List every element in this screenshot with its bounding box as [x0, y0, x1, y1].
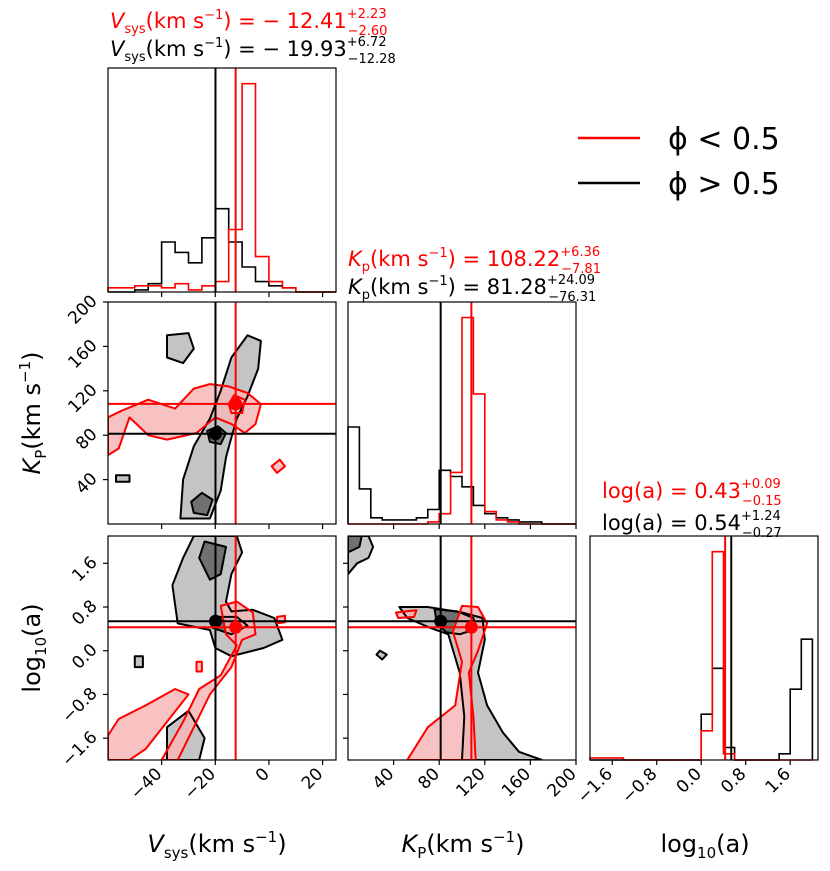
contour-line-23: [195, 660, 203, 673]
contour-line-6: [227, 394, 246, 414]
contour-line-10: [398, 606, 543, 760]
xtick-label-vsys: 0: [252, 764, 274, 786]
contour-fill-23: [196, 661, 202, 672]
contour-fill-20: [108, 689, 189, 760]
contour-fill-1: [167, 333, 194, 364]
ylabel-loga: log10(a): [18, 603, 50, 692]
xtick-label-loga: 1.6: [762, 764, 795, 797]
contour-fill-9: [348, 536, 362, 553]
xtick-label-kp: 80: [414, 764, 443, 793]
title-vsys-black: Vsys(km s−1) = − 19.93+6.72 −12.28: [110, 35, 396, 67]
contour-line-1: [166, 332, 195, 365]
contour-fill-0: [180, 335, 261, 519]
contour-line-4: [115, 474, 131, 483]
xtick-label-loga: −1.6: [574, 764, 617, 807]
contour-line-0: [179, 334, 262, 520]
panel-frames: [107, 67, 819, 761]
xtick-label-vsys: −40: [127, 764, 167, 804]
truth-point-c21-red: [464, 620, 478, 634]
truth-point-c21-black: [434, 614, 448, 628]
xlabel-kp: KP(km s−1): [401, 828, 524, 862]
histogram-kp-black: [347, 426, 576, 525]
panel-frame-c20: [107, 535, 337, 761]
contour-line-21: [160, 600, 257, 760]
contour-fill-19: [134, 656, 143, 668]
legend: ϕ < 0.5 ϕ > 0.5: [578, 122, 780, 202]
panel-frame-h0: [107, 67, 337, 293]
contour-fills: [108, 333, 542, 760]
ytick-label-kp: 80: [72, 425, 101, 454]
contour-fill-13: [407, 605, 488, 760]
truth-point-c20-red: [229, 620, 243, 634]
panel-frame-h2: [589, 535, 819, 761]
contour-line-9: [348, 536, 363, 554]
panel-frame-c10: [107, 301, 337, 525]
xlabel-loga: log10(a): [660, 830, 749, 862]
contour-line-14: [394, 609, 418, 619]
ytick-label-loga: 0.0: [68, 640, 101, 673]
legend-red-label: ϕ < 0.5: [668, 122, 780, 157]
panel-frame-h1: [347, 301, 577, 525]
ytick-label-loga: 1.6: [68, 553, 101, 586]
ytick-label-kp: 120: [64, 380, 101, 417]
xtick-label-loga: −0.8: [618, 764, 661, 807]
ytick-label-loga: 0.8: [68, 596, 101, 629]
ytick-label-kp: 200: [64, 291, 101, 328]
contour-line-3: [206, 425, 227, 446]
ylabel-kp: KP(km s−1): [16, 351, 50, 474]
axis-labels: Vsys(km s−1) KP(km s−1) log10(a) KP(km s…: [16, 351, 750, 862]
contour-line-20: [108, 688, 190, 760]
contour-fill-4: [116, 475, 130, 482]
truth-point-c20-black: [208, 614, 222, 628]
ytick-label-loga: −0.8: [58, 684, 101, 727]
title-kp-red: Kp(km s−1) = 108.22+6.36 −7.81: [348, 245, 601, 277]
contour-line-12: [375, 649, 388, 661]
histogram-kp-red: [348, 316, 576, 525]
truth-lines: [108, 68, 733, 760]
title-vsys-red: Vsys(km s−1) = − 12.41+2.23 −2.60: [110, 7, 387, 39]
xtick-label-vsys: 20: [298, 764, 327, 793]
title-kp-black: Kp(km s−1) = 81.28+24.09 −76.31: [348, 273, 596, 305]
xtick-label-vsys: −20: [180, 764, 220, 804]
contour-lines: [108, 332, 543, 760]
xtick-label-kp: 40: [369, 764, 398, 793]
xlabel-vsys: Vsys(km s−1): [147, 828, 286, 862]
title-loga-black: log(a) = 0.54+1.24 −0.27: [602, 509, 782, 541]
contour-line-18: [166, 709, 206, 760]
xtick-label-kp: 120: [452, 764, 489, 801]
xtick-label-loga: 0.8: [717, 764, 750, 797]
ytick-label-loga: −1.6: [58, 728, 101, 771]
xtick-label-loga: 0.0: [673, 764, 706, 797]
xtick-label-kp: 160: [498, 764, 535, 801]
histogram-vsys-red: [107, 82, 336, 293]
ytick-label-kp: 160: [64, 336, 101, 373]
contour-line-5: [108, 383, 262, 457]
histogram-vsys-black: [108, 207, 336, 293]
contour-line-8: [348, 536, 375, 576]
truth-point-c10-red: [229, 397, 243, 411]
ytick-label-kp: 40: [72, 469, 101, 498]
panel-titles: Vsys(km s−1) = − 12.41+2.23 −2.60Vsys(km …: [110, 7, 782, 541]
contour-line-19: [133, 655, 144, 669]
contour-line-13: [406, 604, 489, 760]
contour-line-7: [270, 458, 286, 474]
title-loga-red: log(a) = 0.43+0.09 −0.15: [602, 477, 782, 509]
panel-frame-c21: [347, 535, 577, 761]
truth-point-c10-black: [208, 427, 222, 441]
contour-fill-5: [108, 384, 261, 456]
contour-line-2: [190, 491, 214, 517]
contour-fill-21: [161, 601, 256, 760]
legend-black-label: ϕ > 0.5: [668, 167, 780, 202]
